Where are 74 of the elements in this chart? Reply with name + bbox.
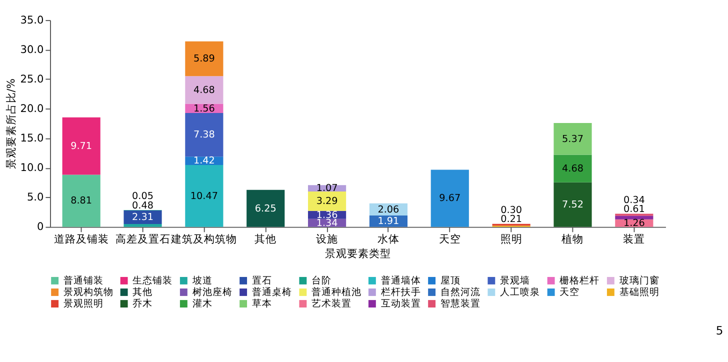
legend-label: 景观构筑物 [63,286,114,298]
legend-label: 普通墙体 [380,274,421,287]
y-tick-label: 5.0 [26,192,44,204]
legend-label: 普通桌椅 [252,286,292,298]
data-label: 8.81 [70,196,92,207]
y-tick-label: 30.0 [20,44,44,56]
data-label: 1.34 [316,218,338,229]
y-tick-label: 15.0 [20,132,44,145]
legend-label: 基础照明 [619,286,660,298]
legend-label: 人工喷泉 [500,286,540,298]
legend-label: 乔木 [132,298,153,310]
y-tick-label: 10.0 [20,162,44,174]
y-tick-label: 35.0 [20,14,44,26]
x-tick-label: 道路及铺装 [54,232,109,246]
x-axis-title: 景观要素类型 [325,247,392,260]
data-label: 0.21 [500,214,522,226]
legend-label: 玻璃门窗 [619,274,660,287]
x-tick-label: 其他 [254,232,277,246]
legend-label: 栏杆扶手 [380,286,421,298]
y-tick-label: 25.0 [20,74,44,86]
x-tick-label: 设施 [316,232,338,246]
legend-label: 普通铺装 [63,274,104,287]
legend-label: 栅格栏杆 [560,274,600,287]
data-label: 1.07 [316,183,338,194]
data-label: 9.67 [439,193,461,204]
data-label: 10.47 [190,190,218,202]
data-label: 7.52 [562,200,584,211]
data-label: 0.61 [623,204,645,216]
data-label: 1.42 [193,156,215,167]
data-label: 1.56 [193,103,215,114]
legend-label: 景观墙 [500,274,530,287]
legend-label: 普通种植池 [312,286,362,298]
x-tick-label: 建筑及构筑物 [170,232,238,246]
data-label: 0.30 [500,204,522,216]
y-tick-label: 20.0 [20,103,44,116]
legend-label: 树池座椅 [192,286,232,298]
legend-label: 台阶 [312,274,332,287]
legend-label: 互动装置 [380,298,421,310]
data-label: 7.38 [193,130,215,141]
data-label: 6.25 [254,203,276,214]
legend-label: 其他 [132,286,153,298]
data-label: 5.89 [193,54,215,65]
legend-label: 置石 [252,274,272,287]
legend-label: 灌木 [192,298,212,310]
x-tick-label: 水体 [377,232,400,246]
data-label: 9.71 [70,140,92,152]
y-axis-title: 景观要素所占比/% [4,78,18,170]
data-label: 4.68 [562,163,584,174]
legend-label: 屋顶 [440,276,460,287]
data-label: 5.37 [562,134,584,145]
legend-label: 景观照明 [63,298,104,310]
x-tick-label: 装置 [623,232,646,246]
x-tick-label: 植物 [562,232,584,246]
legend-label: 坡道 [191,274,212,287]
data-label: 2.06 [378,204,400,216]
data-label: 1.91 [378,216,400,228]
x-tick-label: 高差及置石 [115,232,170,246]
legend-label: 天空 [560,286,580,298]
legend-label: 自然河流 [440,286,480,298]
text: 5 [716,324,724,338]
data-label: 0.05 [132,191,154,202]
data-label: 3.29 [316,196,338,208]
legend-label: 智慧装置 [440,298,480,310]
x-tick-label: 天空 [438,232,461,246]
x-tick-label: 照明 [500,234,522,246]
data-label: 2.31 [132,212,154,224]
legend-label: 生态铺装 [132,274,173,287]
y-tick-label: 0 [37,221,44,234]
data-label: 0.34 [623,194,645,206]
legend-label: 艺术装置 [312,298,352,310]
data-label: 1.26 [623,218,645,229]
data-label: 0.48 [132,200,154,212]
legend-label: 草本 [252,298,272,310]
data-label: 4.68 [193,84,215,96]
